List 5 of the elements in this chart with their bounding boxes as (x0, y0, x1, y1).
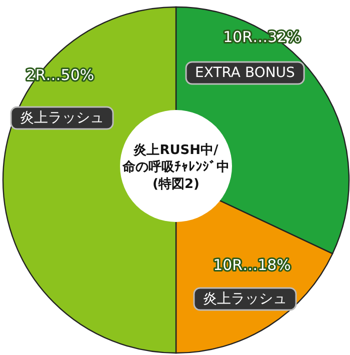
slice-label: 炎上ラッシュ (203, 291, 287, 307)
data-label: 10R…18% (213, 256, 291, 274)
text: 炎上RUSH中/ 命の呼吸ﾁｬﾚﾝｼﾞ中 (特図2) (122, 143, 230, 192)
slice-label: EXTRA BONUS (195, 65, 296, 81)
slice-label: 炎上ラッシュ (20, 110, 104, 126)
